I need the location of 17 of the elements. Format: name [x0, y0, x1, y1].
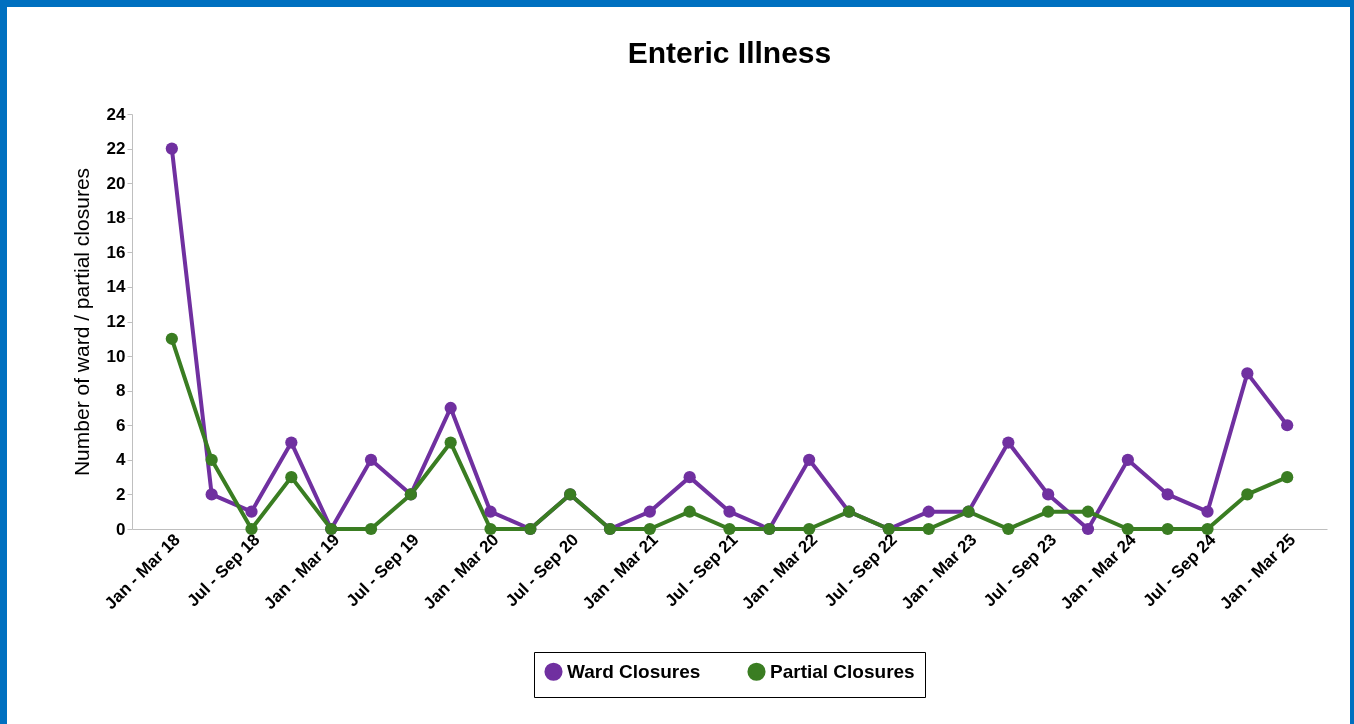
legend-label: Partial Closures [770, 660, 915, 682]
y-tick-label: 18 [106, 208, 126, 228]
y-tick-label: 24 [106, 104, 127, 124]
y-tick-label: 14 [106, 277, 127, 297]
y-tick-label: 4 [116, 450, 127, 470]
y-tick-label: 8 [116, 381, 126, 401]
legend-label: Ward Closures [567, 660, 701, 682]
chart-title: Enteric Illness [627, 36, 832, 69]
y-tick-label: 6 [116, 415, 126, 435]
y-tick-label: 0 [116, 519, 126, 539]
y-tick-label: 10 [106, 346, 126, 366]
y-tick-label: 22 [106, 139, 126, 159]
y-tick-label: 20 [106, 173, 126, 193]
y-axis-title: Number of ward / partial closures [69, 167, 93, 477]
y-tick-label: 16 [106, 242, 126, 262]
y-tick-label: 12 [106, 312, 126, 331]
y-tick-label: 2 [116, 484, 126, 504]
